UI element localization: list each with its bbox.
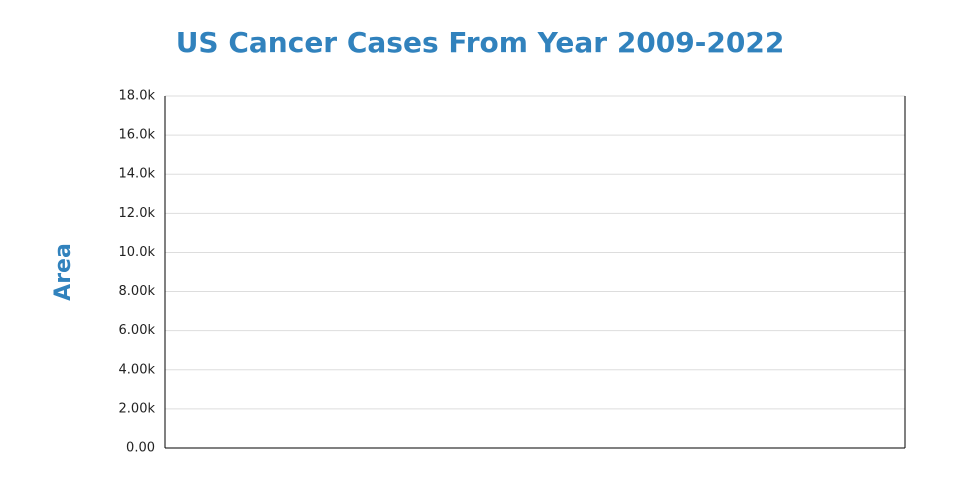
- chart-title: US Cancer Cases From Year 2009-2022: [176, 26, 785, 59]
- y-tick-label: 0.00: [126, 441, 155, 456]
- y-tick-label: 12.0k: [119, 206, 156, 221]
- y-tick-label: 4.00k: [119, 362, 156, 377]
- y-tick-label: 14.0k: [119, 167, 156, 182]
- y-tick-label: 2.00k: [119, 401, 156, 416]
- y-tick-label: 8.00k: [119, 284, 156, 299]
- y-axis-label: Area: [51, 243, 76, 301]
- y-tick-label: 16.0k: [119, 128, 156, 143]
- y-tick-label: 18.0k: [119, 89, 156, 104]
- y-tick-label: 6.00k: [119, 323, 156, 338]
- y-tick-label: 10.0k: [119, 245, 156, 260]
